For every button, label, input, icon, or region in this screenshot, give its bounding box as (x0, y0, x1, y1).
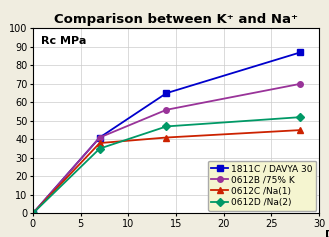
0612C /Na(1) (98, 142, 102, 145)
Legend: 1811C / DAVYA 30, 0612B /75% K, 0612C /Na(1), 0612D /Na(2): 1811C / DAVYA 30, 0612B /75% K, 0612C /N… (208, 161, 316, 211)
Line: 1811C / DAVYA 30: 1811C / DAVYA 30 (30, 50, 303, 216)
0612D /Na(2) (31, 212, 35, 215)
0612B /75% K (164, 108, 168, 111)
0612D /Na(2) (164, 125, 168, 128)
1811C / DAVYA 30 (98, 136, 102, 139)
0612C /Na(1) (31, 212, 35, 215)
0612C /Na(1) (164, 136, 168, 139)
Line: 0612D /Na(2): 0612D /Na(2) (30, 114, 303, 216)
Line: 0612B /75% K: 0612B /75% K (30, 81, 303, 216)
Line: 0612C /Na(1): 0612C /Na(1) (30, 127, 303, 216)
0612B /75% K (298, 82, 302, 85)
0612B /75% K (98, 136, 102, 139)
1811C / DAVYA 30 (31, 212, 35, 215)
1811C / DAVYA 30 (164, 92, 168, 95)
0612B /75% K (31, 212, 35, 215)
0612D /Na(2) (298, 116, 302, 118)
1811C / DAVYA 30 (298, 51, 302, 54)
0612D /Na(2) (98, 147, 102, 150)
0612C /Na(1) (298, 129, 302, 132)
Text: Days: Days (325, 230, 329, 237)
Title: Comparison between K⁺ and Na⁺: Comparison between K⁺ and Na⁺ (54, 13, 298, 26)
Text: Rc MPa: Rc MPa (41, 36, 87, 46)
